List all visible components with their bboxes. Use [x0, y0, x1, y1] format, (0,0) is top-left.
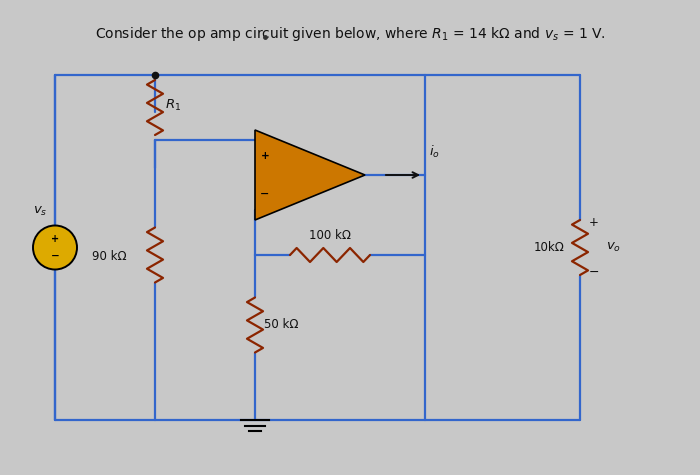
Polygon shape: [255, 130, 365, 220]
Text: +: +: [589, 216, 599, 229]
Text: 10kΩ: 10kΩ: [534, 241, 565, 254]
Text: −: −: [50, 251, 60, 261]
Text: 100 kΩ: 100 kΩ: [309, 229, 351, 242]
Text: $R_1$: $R_1$: [165, 98, 181, 113]
Text: 50 kΩ: 50 kΩ: [264, 319, 298, 332]
Text: +: +: [51, 234, 59, 244]
Text: $i_o$: $i_o$: [429, 144, 440, 160]
Text: Consider the op amp circuit given below, where $R_1$ = 14 k$\Omega$ and $v_s$ = : Consider the op amp circuit given below,…: [94, 25, 606, 43]
Circle shape: [33, 226, 77, 269]
Text: +: +: [260, 151, 270, 161]
Text: −: −: [589, 266, 599, 279]
Text: 90 kΩ: 90 kΩ: [92, 249, 127, 263]
Text: $v_s$: $v_s$: [32, 205, 47, 218]
Text: $v_o$: $v_o$: [606, 241, 621, 254]
Text: −: −: [260, 189, 270, 199]
